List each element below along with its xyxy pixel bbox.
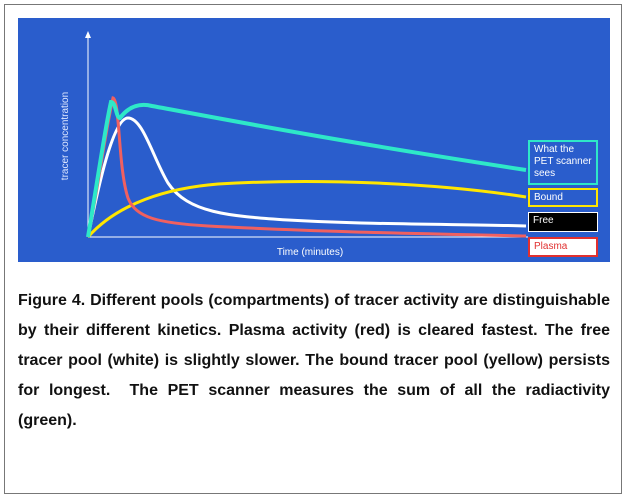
- legend-pet: What the PET scanner sees: [528, 140, 598, 185]
- legend-plasma: Plasma: [528, 237, 598, 257]
- legend-free: Free: [528, 212, 598, 232]
- plasma-curve: [86, 96, 527, 238]
- y-arrow: [85, 31, 91, 38]
- pet-curve: [86, 99, 527, 238]
- free-curve: [86, 116, 527, 238]
- chart: tracer concentration Time (minutes): [60, 31, 528, 258]
- figure-plot: tracer concentration Time (minutes) What…: [18, 18, 610, 262]
- frame: [4, 4, 622, 494]
- caption: Figure 4. Different pools (compartments)…: [18, 292, 615, 429]
- legend-bound: Bound: [528, 188, 598, 207]
- x-axis-label: Time (minutes): [277, 247, 343, 258]
- bound-curve: [86, 180, 527, 238]
- y-axis-label: tracer concentration: [60, 92, 71, 180]
